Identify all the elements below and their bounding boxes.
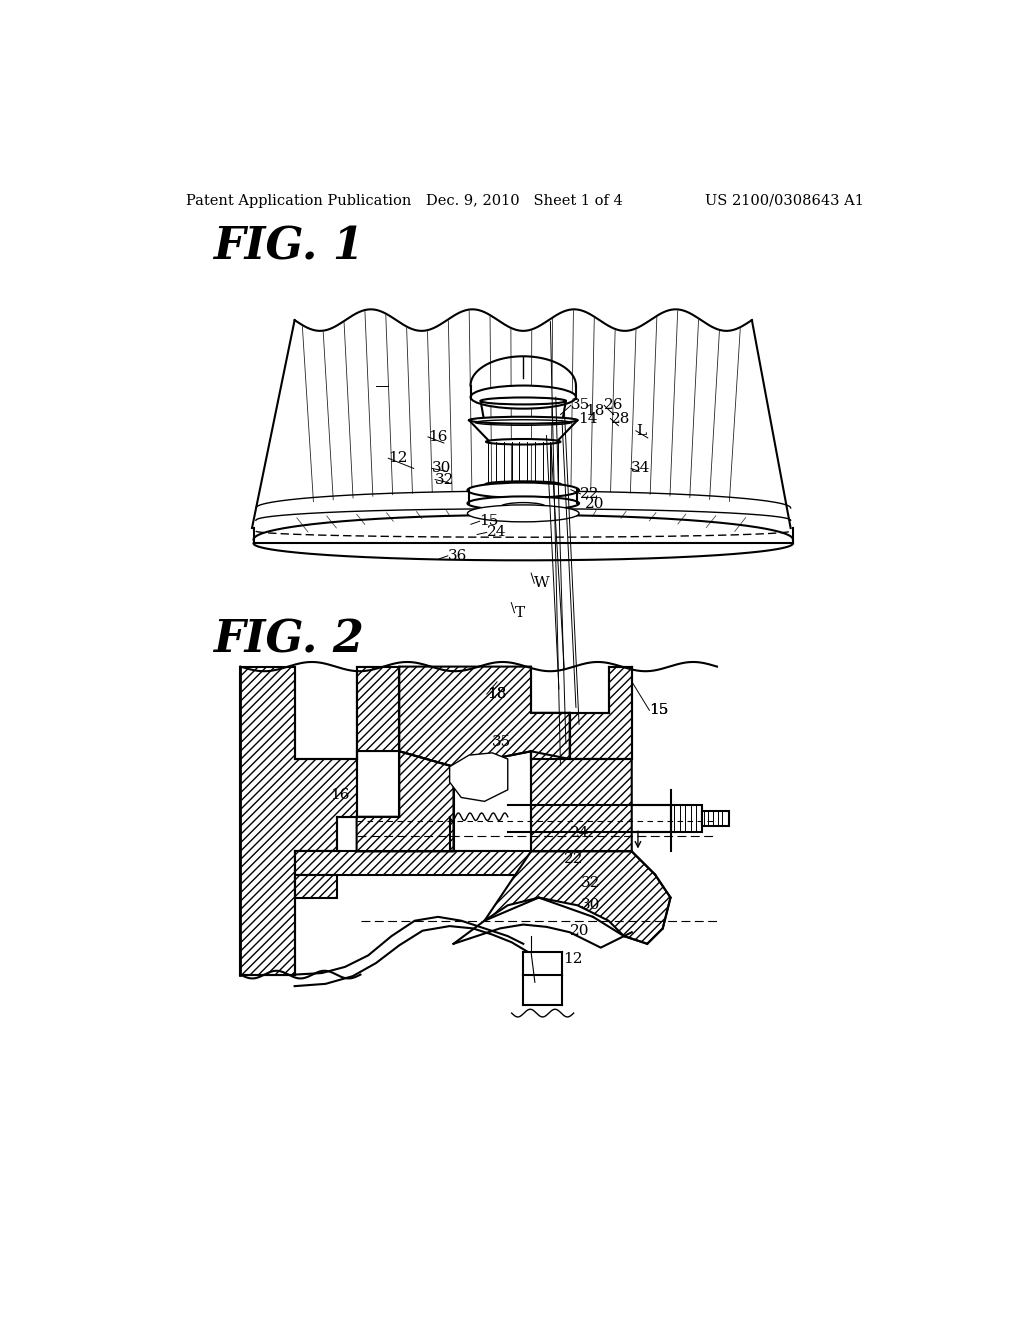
Text: 14: 14 — [578, 412, 597, 425]
Ellipse shape — [500, 503, 547, 512]
Text: 15: 15 — [649, 704, 669, 717]
Text: 16: 16 — [428, 430, 447, 444]
Text: T: T — [514, 606, 524, 619]
Ellipse shape — [486, 440, 560, 445]
Polygon shape — [295, 874, 337, 898]
Polygon shape — [701, 812, 729, 826]
Text: 35: 35 — [493, 735, 512, 748]
Polygon shape — [450, 752, 508, 801]
Text: 28: 28 — [610, 412, 630, 425]
Text: FIG. 2: FIG. 2 — [213, 618, 365, 661]
Ellipse shape — [469, 417, 578, 424]
Ellipse shape — [471, 385, 575, 409]
Ellipse shape — [480, 397, 566, 404]
Text: 12: 12 — [563, 952, 583, 966]
Polygon shape — [295, 851, 531, 874]
Text: 20: 20 — [585, 496, 604, 511]
Text: 12: 12 — [388, 451, 408, 465]
Text: 24: 24 — [486, 525, 506, 540]
Text: 16: 16 — [331, 788, 350, 801]
Text: 15: 15 — [649, 704, 669, 717]
Ellipse shape — [467, 496, 579, 511]
Polygon shape — [241, 667, 399, 974]
Text: 15: 15 — [479, 515, 499, 528]
Polygon shape — [671, 805, 701, 832]
Text: 34: 34 — [631, 462, 650, 475]
Polygon shape — [356, 667, 399, 751]
Text: 32: 32 — [582, 876, 600, 890]
Polygon shape — [399, 667, 569, 767]
Text: W: W — [535, 577, 550, 590]
Polygon shape — [569, 667, 632, 759]
Text: 22: 22 — [563, 851, 584, 866]
Text: 24: 24 — [570, 826, 590, 841]
Polygon shape — [531, 751, 632, 851]
Polygon shape — [356, 751, 454, 851]
Text: L: L — [636, 424, 646, 438]
Text: 20: 20 — [570, 924, 590, 939]
Text: 18: 18 — [486, 686, 506, 701]
Text: 18: 18 — [486, 686, 506, 701]
Ellipse shape — [467, 483, 579, 498]
Text: US 2100/0308643 A1: US 2100/0308643 A1 — [706, 194, 864, 207]
Text: 22: 22 — [581, 487, 600, 500]
Text: 30: 30 — [582, 899, 600, 912]
Text: 30: 30 — [432, 462, 452, 475]
Text: FIG. 1: FIG. 1 — [213, 226, 365, 268]
Polygon shape — [484, 851, 671, 944]
Text: 36: 36 — [447, 549, 467, 562]
Ellipse shape — [467, 506, 579, 521]
Text: Dec. 9, 2010   Sheet 1 of 4: Dec. 9, 2010 Sheet 1 of 4 — [426, 194, 624, 207]
Ellipse shape — [486, 482, 560, 487]
Text: 26: 26 — [604, 399, 624, 412]
Text: 18: 18 — [585, 404, 604, 418]
Text: Patent Application Publication: Patent Application Publication — [186, 194, 412, 207]
Text: 32: 32 — [435, 473, 455, 487]
Text: 35: 35 — [570, 399, 590, 412]
